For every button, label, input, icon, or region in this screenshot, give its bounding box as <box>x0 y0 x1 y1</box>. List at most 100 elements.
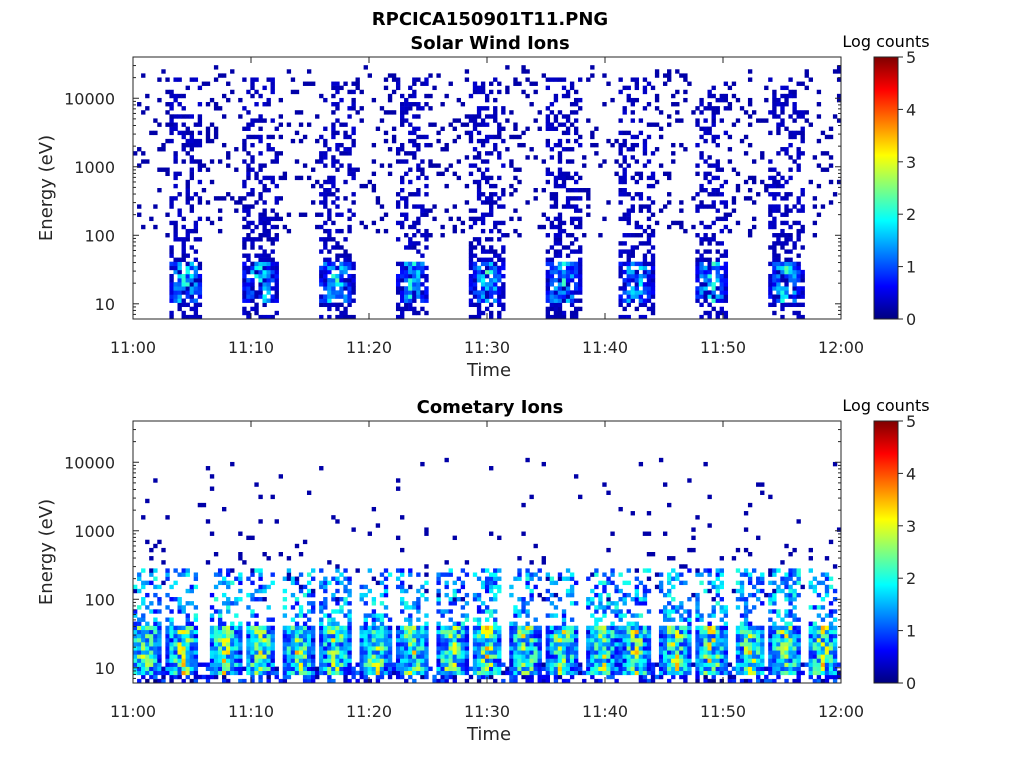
spectrogram-cell <box>157 597 162 602</box>
spectrogram-cell <box>480 278 486 283</box>
spectrogram-cell <box>133 151 138 156</box>
spectrogram-cell <box>270 494 275 500</box>
spectrogram-cell <box>294 629 300 635</box>
spectrogram-cell <box>416 167 421 172</box>
spectrogram-cell <box>493 253 498 258</box>
spectrogram-cell <box>246 298 251 303</box>
spectrogram-cell <box>472 118 478 123</box>
spectrogram-cell <box>687 642 692 647</box>
spectrogram-cell <box>408 306 413 312</box>
spectrogram-cell <box>335 588 340 594</box>
spectrogram-cell <box>169 89 174 95</box>
spectrogram-cell <box>545 106 551 111</box>
spectrogram-cell <box>768 282 773 287</box>
spectrogram-cell <box>679 613 684 618</box>
spectrogram-cell <box>476 637 482 643</box>
spectrogram-cell <box>662 625 668 631</box>
spectrogram-cell <box>800 151 805 156</box>
spectrogram-cell <box>440 147 445 152</box>
spectrogram-cell <box>274 212 279 217</box>
spectrogram-cell <box>428 208 433 213</box>
spectrogram-cell <box>573 204 579 209</box>
spectrogram-cell <box>250 122 255 127</box>
spectrogram-cell <box>189 633 194 639</box>
spectrogram-cell <box>311 662 316 667</box>
spectrogram-cell <box>197 302 203 308</box>
spectrogram-cell <box>400 666 405 672</box>
spectrogram-cell <box>266 233 271 238</box>
spectrogram-cell <box>622 625 627 631</box>
spectrogram-cell <box>553 642 559 647</box>
spectrogram-cell <box>428 159 433 164</box>
spectrogram-cell <box>270 147 275 152</box>
spectrogram-cell <box>553 175 559 181</box>
spectrogram-cell <box>476 237 482 242</box>
spectrogram-cell <box>557 666 563 672</box>
spectrogram-cell <box>452 625 457 631</box>
spectrogram-cell <box>586 597 591 602</box>
spectrogram-cell <box>294 601 300 606</box>
spectrogram-cell <box>602 73 607 78</box>
spectrogram-cell <box>412 269 417 275</box>
spectrogram-cell <box>618 77 623 82</box>
spectrogram-cell <box>646 249 652 254</box>
spectrogram-cell <box>707 106 712 111</box>
spectrogram-cell <box>294 543 300 549</box>
spectrogram-cell <box>250 306 255 312</box>
spectrogram-cell <box>298 646 304 651</box>
spectrogram-cell <box>185 273 190 279</box>
spectrogram-cell <box>646 282 652 287</box>
spectrogram-cell <box>614 171 619 177</box>
spectrogram-cell <box>185 261 190 267</box>
spectrogram-cell <box>489 245 494 250</box>
spectrogram-cell <box>497 633 502 639</box>
spectrogram-cell <box>387 658 393 663</box>
spectrogram-cell <box>578 662 583 667</box>
spectrogram-cell <box>444 93 449 99</box>
spectrogram-cell <box>557 625 563 631</box>
spectrogram-cell <box>416 650 421 655</box>
spectrogram-cell <box>335 204 340 209</box>
spectrogram-cell <box>792 298 797 303</box>
spectrogram-cell <box>416 147 421 152</box>
spectrogram-cell <box>497 204 502 209</box>
spectrogram-cell <box>565 650 571 655</box>
spectrogram-cell <box>258 584 263 590</box>
spectrogram-cell <box>691 535 696 541</box>
spectrogram-cell <box>464 613 470 618</box>
spectrogram-cell <box>258 576 263 581</box>
spectrogram-cell <box>484 265 490 271</box>
spectrogram-cell <box>703 269 708 275</box>
spectrogram-cell <box>193 142 199 148</box>
spectrogram-cell <box>573 130 579 136</box>
spectrogram-cell <box>489 531 494 536</box>
spectrogram-cell <box>145 662 150 667</box>
spectrogram-cell <box>311 592 316 598</box>
spectrogram-cell <box>274 286 279 291</box>
spectrogram-cell <box>513 208 518 213</box>
spectrogram-cell <box>642 568 648 573</box>
spectrogram-cell <box>343 196 348 201</box>
spectrogram-cell <box>230 633 235 639</box>
spectrogram-cell <box>679 674 684 680</box>
spectrogram-cell <box>238 556 243 561</box>
spectrogram-cell <box>557 597 563 602</box>
spectrogram-cell <box>448 601 453 606</box>
spectrogram-cell <box>545 637 551 643</box>
spectrogram-cell <box>153 478 158 483</box>
spectrogram-cell <box>197 237 203 242</box>
spectrogram-cell <box>375 613 381 618</box>
spectrogram-cell <box>266 633 271 639</box>
spectrogram-cell <box>133 670 138 676</box>
spectrogram-cell <box>792 278 797 283</box>
spectrogram-cell <box>784 97 789 103</box>
spectrogram-cell <box>573 658 579 663</box>
spectrogram-cell <box>545 298 551 303</box>
spectrogram-cell <box>707 294 712 299</box>
spectrogram-cell <box>489 151 494 156</box>
spectrogram-cell <box>274 519 279 524</box>
spectrogram-cell <box>679 200 684 205</box>
spectrogram-cell <box>444 592 449 598</box>
spectrogram-cell <box>242 261 247 267</box>
spectrogram-cell <box>456 670 462 676</box>
